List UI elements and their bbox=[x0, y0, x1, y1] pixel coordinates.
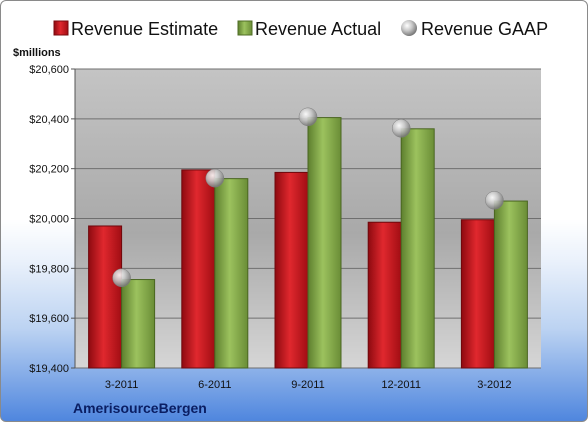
y-tick-label: $19,800 bbox=[29, 263, 69, 275]
bar-revenue-estimate bbox=[367, 221, 402, 369]
y-tick-label: $20,000 bbox=[29, 214, 69, 226]
y-tick-label: $20,200 bbox=[29, 164, 69, 176]
gaap-markers bbox=[112, 107, 504, 288]
company-name: AmerisourceBergen bbox=[73, 400, 207, 416]
legend-label-revenue-estimate: Revenue Estimate bbox=[71, 19, 218, 39]
y-tick-label: $19,400 bbox=[29, 363, 69, 375]
legend: Revenue Estimate Revenue Actual Revenue … bbox=[53, 19, 548, 39]
bar-revenue-estimate bbox=[88, 225, 123, 369]
bar-revenue-actual bbox=[493, 200, 528, 369]
marker-revenue-gaap bbox=[391, 119, 411, 138]
x-tick-label: 6-2011 bbox=[198, 379, 231, 391]
bar-revenue-actual bbox=[307, 117, 342, 369]
marker-revenue-gaap bbox=[485, 191, 504, 210]
marker-revenue-gaap bbox=[205, 168, 225, 188]
bar-revenue-actual bbox=[214, 178, 249, 369]
bar-revenue-estimate bbox=[181, 169, 216, 369]
bar-revenue-estimate bbox=[274, 171, 309, 369]
legend-marker-revenue-gaap bbox=[401, 20, 417, 36]
x-tick-label: 12-2011 bbox=[381, 379, 421, 391]
y-tick-label: $20,600 bbox=[29, 64, 69, 76]
marker-revenue-gaap bbox=[298, 107, 318, 127]
bar-revenue-estimate bbox=[460, 219, 495, 369]
x-axis-ticks: 3-2011 6-2011 9-2011 12-2011 3-2012 bbox=[105, 379, 512, 391]
legend-label-revenue-gaap: Revenue GAAP bbox=[421, 19, 548, 39]
bars bbox=[88, 117, 528, 369]
x-tick-label: 3-2011 bbox=[105, 379, 138, 391]
legend-swatch-revenue-actual bbox=[237, 20, 253, 36]
y-axis-ticks: $19,400 $19,600 $19,800 $20,000 $20,200 $20,4… bbox=[29, 64, 75, 375]
x-tick-label: 9-2011 bbox=[291, 379, 324, 391]
x-tick-label: 3-2012 bbox=[477, 379, 511, 391]
y-tick-label: $19,600 bbox=[29, 313, 69, 325]
legend-swatch-revenue-estimate bbox=[53, 20, 69, 36]
bar-revenue-actual bbox=[121, 279, 156, 369]
y-tick-label: $20,400 bbox=[29, 114, 69, 126]
bar-revenue-actual bbox=[400, 128, 435, 369]
legend-label-revenue-actual: Revenue Actual bbox=[255, 19, 381, 39]
marker-revenue-gaap bbox=[112, 268, 131, 288]
y-axis-unit-label: $millions bbox=[13, 47, 61, 59]
